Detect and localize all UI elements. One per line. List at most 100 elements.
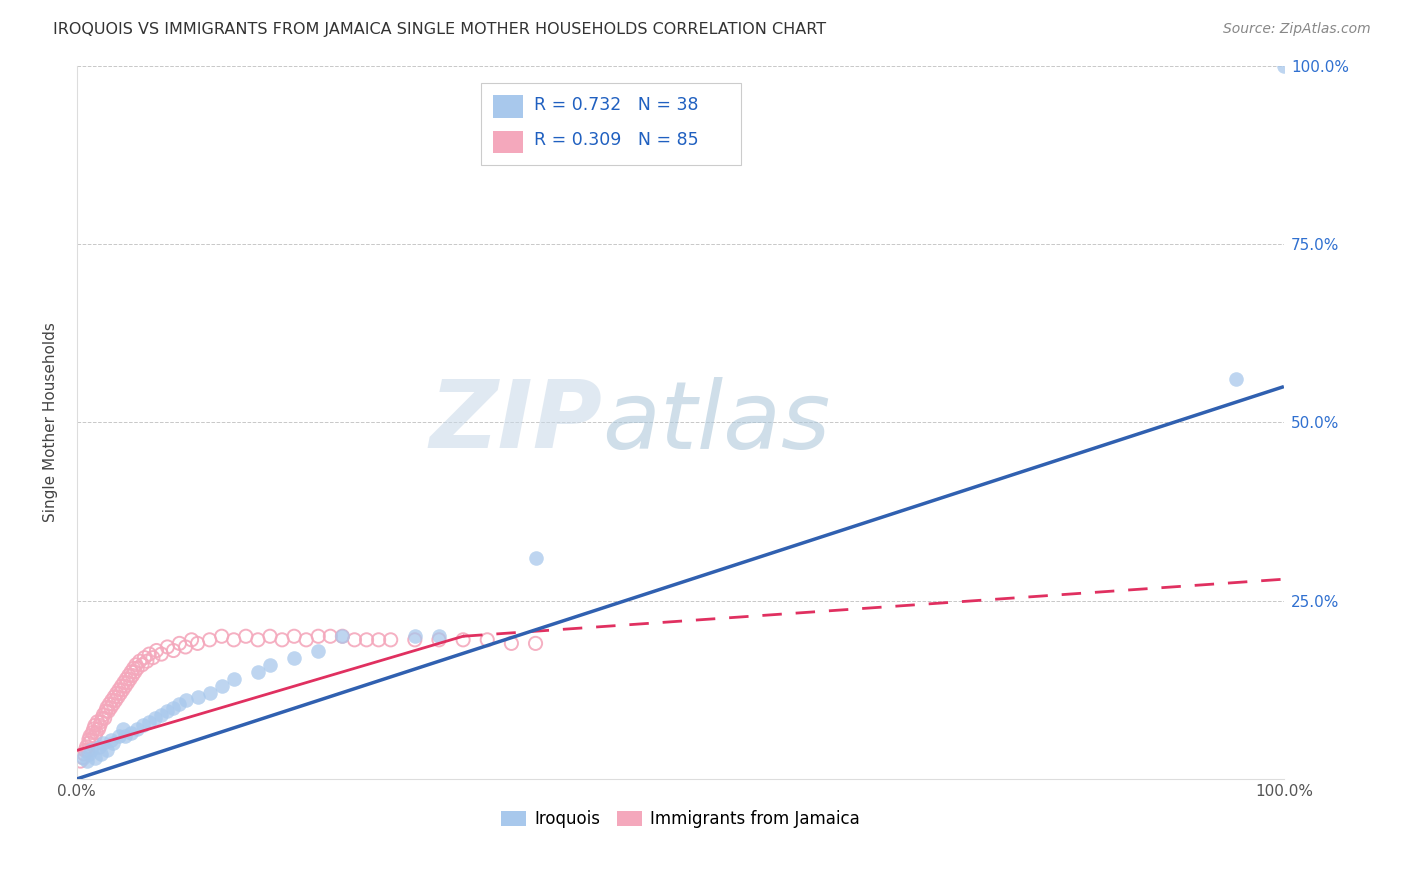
Point <box>246 665 269 679</box>
Point <box>77 747 100 761</box>
Point <box>108 682 131 697</box>
Point <box>114 679 136 693</box>
Point <box>111 682 134 697</box>
Point <box>120 665 142 679</box>
Point <box>283 650 305 665</box>
Point <box>97 704 120 718</box>
Point <box>222 672 245 686</box>
Point <box>332 629 354 643</box>
Point <box>127 722 149 736</box>
Point <box>104 693 127 707</box>
Point <box>94 704 117 718</box>
Point <box>307 643 329 657</box>
Point <box>132 718 155 732</box>
Point <box>156 640 179 654</box>
Point <box>108 729 131 743</box>
Point <box>122 661 145 675</box>
Point <box>76 739 98 754</box>
Point <box>79 729 101 743</box>
Point <box>84 718 107 732</box>
Text: Source: ZipAtlas.com: Source: ZipAtlas.com <box>1223 22 1371 37</box>
Point <box>83 722 105 736</box>
Point <box>72 750 94 764</box>
Point <box>138 647 160 661</box>
Point <box>84 750 107 764</box>
Point <box>101 736 124 750</box>
Point <box>121 668 143 682</box>
Point <box>222 632 245 647</box>
Text: ZIP: ZIP <box>429 376 602 468</box>
Text: atlas: atlas <box>602 376 830 467</box>
Point <box>135 654 157 668</box>
Point <box>96 743 118 757</box>
Point <box>307 629 329 643</box>
Point <box>75 743 97 757</box>
Point <box>87 739 110 754</box>
Point <box>332 629 354 643</box>
Point <box>90 714 112 729</box>
Point <box>84 729 107 743</box>
Point <box>72 750 94 764</box>
Point <box>131 657 153 672</box>
Point <box>174 693 197 707</box>
Point <box>174 640 197 654</box>
Point <box>198 686 221 700</box>
Point <box>404 629 426 643</box>
Point <box>451 632 474 647</box>
FancyBboxPatch shape <box>481 84 741 165</box>
Point <box>143 711 166 725</box>
Point <box>235 629 257 643</box>
Point <box>1272 59 1295 73</box>
Point <box>118 668 141 682</box>
Point <box>319 629 342 643</box>
Point <box>118 672 141 686</box>
Point <box>501 636 523 650</box>
Point <box>101 693 124 707</box>
Point <box>169 697 191 711</box>
Point <box>73 747 96 761</box>
Point <box>98 697 121 711</box>
Point <box>128 654 150 668</box>
Text: R = 0.732   N = 38: R = 0.732 N = 38 <box>534 95 699 114</box>
Point <box>84 725 107 739</box>
Point <box>91 711 114 725</box>
Point <box>77 732 100 747</box>
Point <box>180 632 202 647</box>
Point <box>404 632 426 647</box>
Point <box>427 632 450 647</box>
Point <box>127 661 149 675</box>
Point <box>367 632 389 647</box>
Point <box>100 700 122 714</box>
Text: IROQUOIS VS IMMIGRANTS FROM JAMAICA SINGLE MOTHER HOUSEHOLDS CORRELATION CHART: IROQUOIS VS IMMIGRANTS FROM JAMAICA SING… <box>53 22 827 37</box>
Point <box>107 690 129 704</box>
Point <box>283 629 305 643</box>
Point <box>82 725 104 739</box>
Point <box>93 711 115 725</box>
Point <box>295 632 318 647</box>
Point <box>187 636 209 650</box>
Point <box>138 714 160 729</box>
Point <box>198 632 221 647</box>
Point <box>1225 372 1247 386</box>
Point <box>86 714 108 729</box>
Point <box>477 632 499 647</box>
Point <box>110 679 132 693</box>
Point <box>120 725 142 739</box>
Point <box>211 629 233 643</box>
Y-axis label: Single Mother Households: Single Mother Households <box>44 322 58 522</box>
FancyBboxPatch shape <box>494 95 523 118</box>
Point <box>100 732 122 747</box>
Point <box>117 675 139 690</box>
Point <box>93 707 115 722</box>
Point <box>211 679 233 693</box>
Point <box>169 636 191 650</box>
Point <box>156 704 179 718</box>
Point <box>111 722 134 736</box>
Point <box>105 686 128 700</box>
Point <box>115 672 138 686</box>
Point <box>524 636 547 650</box>
Point <box>150 647 173 661</box>
Point <box>162 700 184 714</box>
Point <box>142 650 165 665</box>
Point <box>76 743 98 757</box>
